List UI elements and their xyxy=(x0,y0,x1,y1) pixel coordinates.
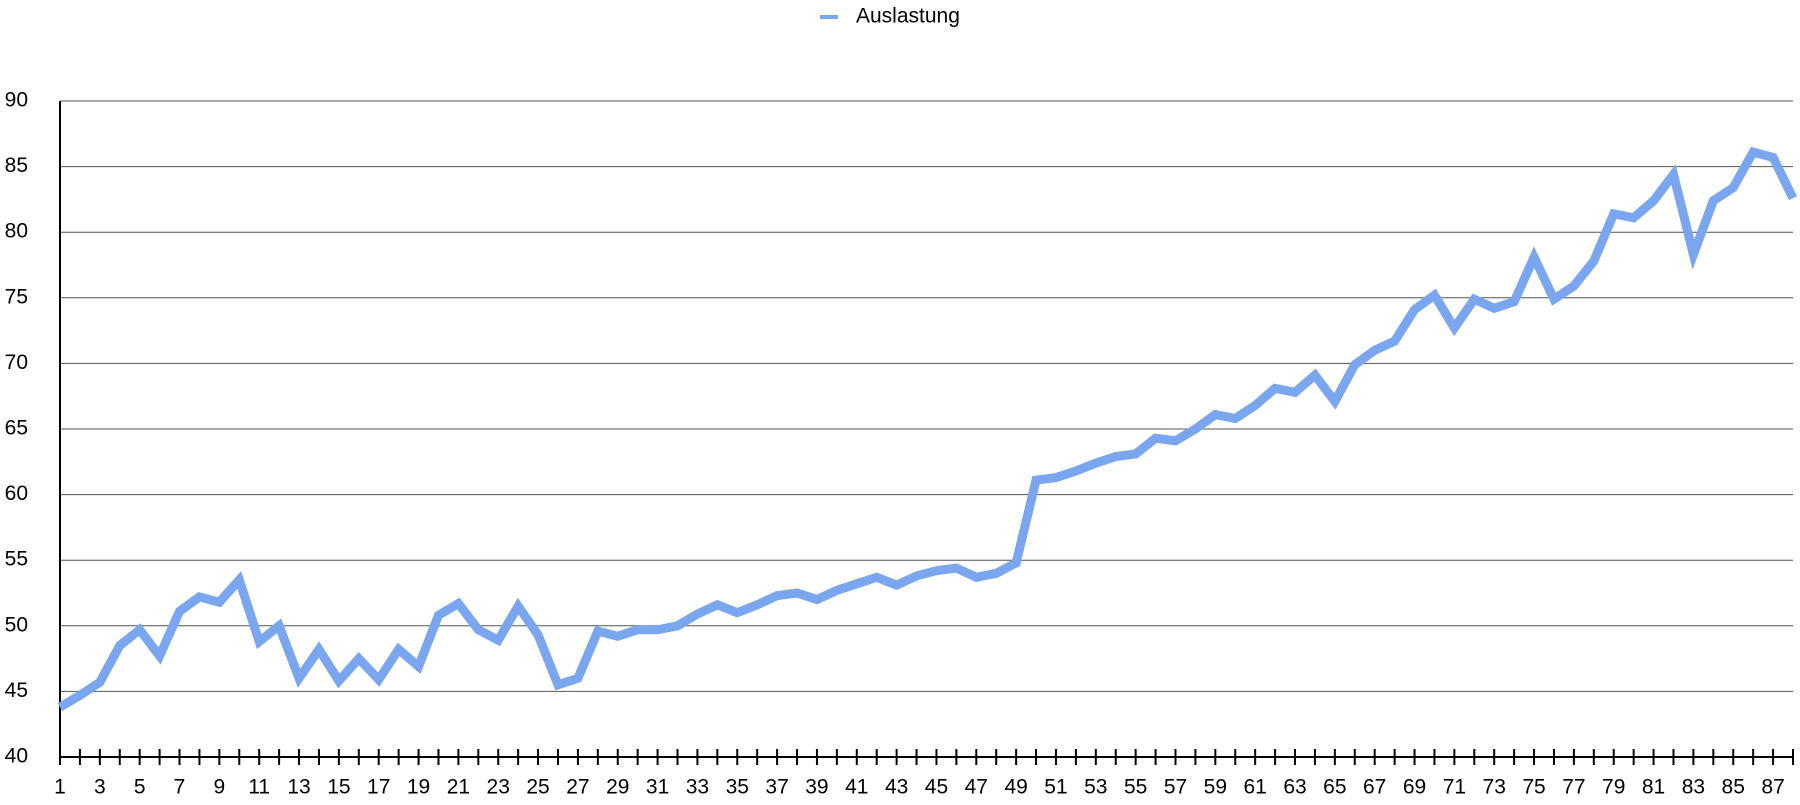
y-tick-label: 70 xyxy=(5,351,28,374)
x-tick-label: 45 xyxy=(925,776,948,799)
y-tick-label: 85 xyxy=(5,154,28,177)
x-tick-label: 17 xyxy=(367,776,390,799)
x-tick-label: 83 xyxy=(1682,776,1705,799)
x-tick-label: 11 xyxy=(248,776,270,799)
x-tick-label: 69 xyxy=(1403,776,1426,799)
x-tick-label: 9 xyxy=(214,776,226,799)
x-tick-label: 33 xyxy=(686,776,709,799)
x-tick-label: 3 xyxy=(94,776,106,799)
x-tick-label: 1 xyxy=(54,776,66,799)
x-tick-label: 73 xyxy=(1483,776,1506,799)
x-tick-label: 65 xyxy=(1323,776,1346,799)
x-tick-label: 23 xyxy=(487,776,510,799)
x-tick-label: 71 xyxy=(1443,776,1466,799)
x-tick-label: 13 xyxy=(287,776,310,799)
x-tick-label: 57 xyxy=(1164,776,1187,799)
y-tick-label: 50 xyxy=(5,613,28,636)
y-tick-label: 75 xyxy=(5,285,28,308)
y-tick-label: 65 xyxy=(5,417,28,440)
data-line xyxy=(57,146,1798,712)
x-tick-label: 21 xyxy=(447,776,470,799)
x-tick-label: 53 xyxy=(1084,776,1107,799)
x-tick-label: 49 xyxy=(1004,776,1027,799)
y-tick-label: 60 xyxy=(5,482,28,505)
x-tick-label: 29 xyxy=(606,776,629,799)
y-tick-label: 45 xyxy=(5,679,28,702)
x-tick-label: 43 xyxy=(885,776,908,799)
x-tick-label: 77 xyxy=(1562,776,1585,799)
legend-label: Auslastung xyxy=(856,5,960,28)
x-tick-label: 41 xyxy=(845,776,868,799)
x-tick-label: 61 xyxy=(1243,776,1266,799)
x-tick-label: 55 xyxy=(1124,776,1147,799)
x-tick-label: 27 xyxy=(566,776,589,799)
x-tick-label: 15 xyxy=(327,776,350,799)
x-tick-label: 31 xyxy=(646,776,669,799)
x-tick-label: 19 xyxy=(407,776,430,799)
x-tick-label: 7 xyxy=(174,776,186,799)
x-tick-label: 39 xyxy=(805,776,828,799)
x-tick-label: 37 xyxy=(765,776,788,799)
x-tick-label: 51 xyxy=(1044,776,1067,799)
x-tick-label: 25 xyxy=(526,776,549,799)
x-tick-label: 47 xyxy=(965,776,988,799)
x-tick-label: 85 xyxy=(1722,776,1745,799)
y-tick-label: 90 xyxy=(5,89,28,112)
x-tick-label: 5 xyxy=(134,776,146,799)
x-tick-label: 87 xyxy=(1761,776,1784,799)
x-tick-label: 63 xyxy=(1283,776,1306,799)
x-tick-label: 75 xyxy=(1522,776,1545,799)
x-tick-label: 35 xyxy=(726,776,749,799)
x-tick-label: 67 xyxy=(1363,776,1386,799)
x-tick-label: 79 xyxy=(1602,776,1625,799)
x-tick-label: 59 xyxy=(1204,776,1227,799)
y-tick-label: 80 xyxy=(5,220,28,243)
x-tick-label: 81 xyxy=(1642,776,1665,799)
y-tick-label: 40 xyxy=(5,745,28,768)
y-tick-label: 55 xyxy=(5,548,28,571)
